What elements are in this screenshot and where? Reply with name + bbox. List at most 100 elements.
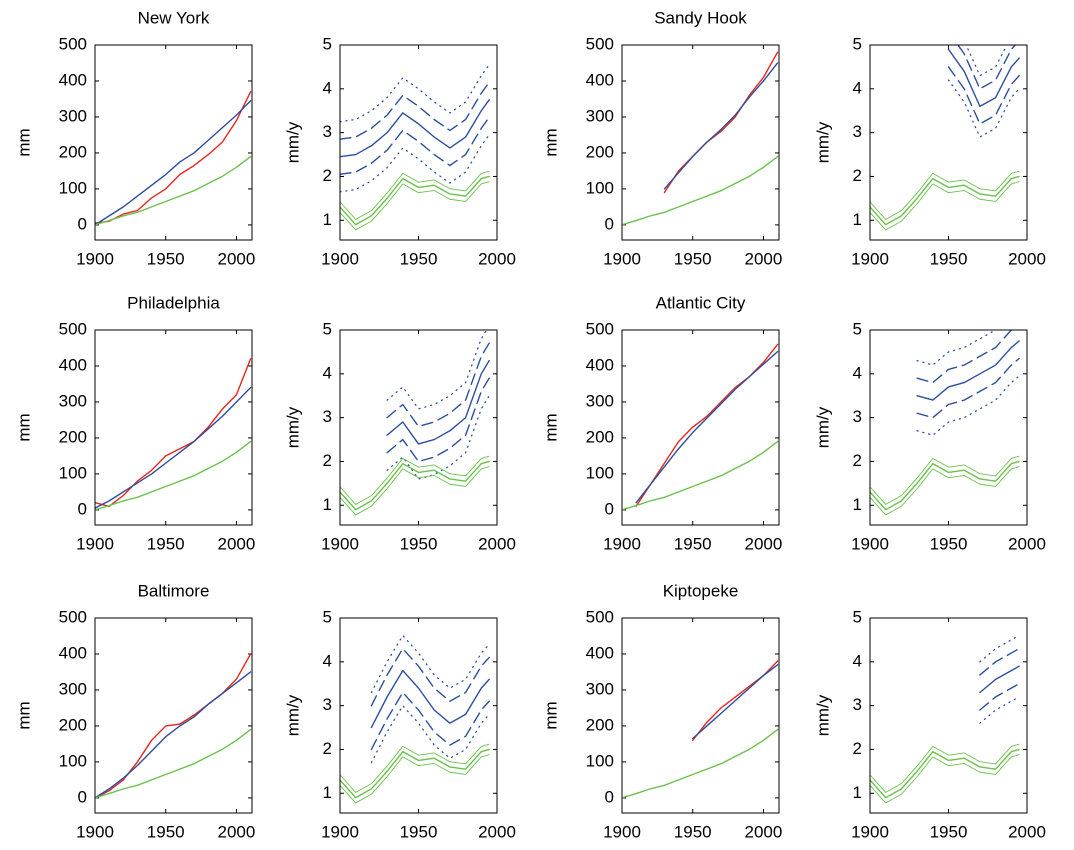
axes-frame xyxy=(339,329,498,526)
plot-area xyxy=(622,343,779,511)
axes-frame xyxy=(339,617,498,814)
series-line xyxy=(870,460,1020,511)
y-tick-label: 500 xyxy=(586,34,614,53)
axes-frame xyxy=(339,44,498,241)
y-tick-label: 2 xyxy=(323,451,332,470)
series-line xyxy=(870,743,1020,793)
series-line xyxy=(870,754,1020,804)
y-axis-label: mm/y xyxy=(283,694,302,736)
x-tick-label: 2000 xyxy=(218,249,256,268)
series-line xyxy=(663,51,779,194)
y-tick-label: 200 xyxy=(586,715,614,734)
y-tick-label: 500 xyxy=(59,607,87,626)
y-axis-label: mm/y xyxy=(813,121,832,163)
x-tick-label: 1950 xyxy=(400,534,438,553)
panel-title: Baltimore xyxy=(138,581,210,600)
y-tick-label: 400 xyxy=(59,643,87,662)
axes-frame xyxy=(94,44,253,241)
series-line xyxy=(870,175,1020,226)
y-tick-label: 100 xyxy=(586,751,614,770)
y-tick-label: 3 xyxy=(323,695,332,714)
x-tick-label: 1950 xyxy=(147,249,185,268)
y-tick-label: 2 xyxy=(853,166,862,185)
series-line xyxy=(947,48,1020,108)
y-tick-label: 300 xyxy=(586,679,614,698)
plot-area xyxy=(340,634,490,804)
x-tick-label: 1900 xyxy=(851,534,889,553)
x-tick-label: 2000 xyxy=(1008,534,1046,553)
y-tick-label: 200 xyxy=(586,427,614,446)
y-axis-label: mm xyxy=(541,413,560,441)
y-tick-label: 200 xyxy=(59,715,87,734)
x-tick-label: 1900 xyxy=(603,249,641,268)
series-line xyxy=(340,170,490,220)
x-tick-label: 1900 xyxy=(321,822,359,841)
y-tick-label: 5 xyxy=(323,607,332,626)
plot-area xyxy=(95,358,252,511)
y-tick-label: 1 xyxy=(323,495,332,514)
x-tick-label: 1900 xyxy=(321,249,359,268)
x-tick-label: 2000 xyxy=(745,822,783,841)
axes-frame xyxy=(621,617,780,814)
y-axis-label: mm xyxy=(541,128,560,156)
y-tick-label: 2 xyxy=(853,739,862,758)
series-line xyxy=(622,440,779,511)
y-tick-label: 300 xyxy=(59,391,87,410)
series-line xyxy=(870,181,1020,231)
x-tick-label: 1900 xyxy=(321,534,359,553)
panel: New York mm 0 100 200 300 400 500 1900 1950 2000 xyxy=(14,8,255,268)
y-tick-label: 200 xyxy=(586,142,614,161)
series-line xyxy=(95,386,252,509)
panel: Kiptopeke mm 0 100 200 300 400 500 1900 1950 2000 xyxy=(541,581,782,841)
y-tick-label: 5 xyxy=(853,34,862,53)
x-tick-label: 2000 xyxy=(478,822,516,841)
series-line xyxy=(340,99,490,158)
panel: mm/y 1 2 3 4 5 1900 1950 2000 xyxy=(813,34,1045,268)
y-tick-label: 0 xyxy=(605,499,614,518)
y-tick-label: 3 xyxy=(853,407,862,426)
plot-area xyxy=(870,330,1020,516)
y-axis-label: mm xyxy=(541,701,560,729)
series-line xyxy=(916,330,1013,384)
plot-area xyxy=(95,653,252,799)
x-tick-label: 1950 xyxy=(147,534,185,553)
x-tick-label: 1950 xyxy=(930,822,968,841)
y-tick-label: 200 xyxy=(59,427,87,446)
y-tick-label: 500 xyxy=(59,319,87,338)
y-tick-label: 4 xyxy=(853,78,862,97)
series-line xyxy=(979,634,1020,663)
x-tick-label: 1950 xyxy=(674,822,712,841)
x-tick-label: 2000 xyxy=(218,822,256,841)
x-tick-label: 1950 xyxy=(147,822,185,841)
panel: Atlantic City mm 0 100 200 300 400 500 1900 1950 2… xyxy=(541,293,782,553)
x-tick-label: 1950 xyxy=(400,822,438,841)
x-tick-label: 1900 xyxy=(76,822,114,841)
y-axis-label: mm xyxy=(14,128,33,156)
panel: mm/y 1 2 3 4 5 1900 1950 2000 xyxy=(813,607,1045,841)
series-line xyxy=(979,647,1020,676)
y-tick-label: 2 xyxy=(323,166,332,185)
panel-title: Philadelphia xyxy=(127,293,220,312)
y-tick-label: 4 xyxy=(323,651,332,670)
y-tick-label: 200 xyxy=(59,142,87,161)
series-line xyxy=(386,330,488,410)
series-line xyxy=(340,134,490,193)
y-axis-label: mm/y xyxy=(283,121,302,163)
series-line xyxy=(370,647,490,707)
y-tick-label: 1 xyxy=(853,783,862,802)
axes-frame xyxy=(869,617,1028,814)
x-tick-label: 2000 xyxy=(218,534,256,553)
panel: mm/y 1 2 3 4 5 1900 1950 2000 xyxy=(813,319,1046,553)
series-line xyxy=(870,748,1020,799)
plot-area xyxy=(622,51,779,226)
panel-title: Sandy Hook xyxy=(654,8,747,27)
series-line xyxy=(870,466,1020,516)
axes-frame xyxy=(869,329,1028,526)
series-line xyxy=(340,116,490,175)
series-line xyxy=(979,665,1020,694)
axes-frame xyxy=(621,329,780,526)
series-line xyxy=(916,375,1020,436)
series-line xyxy=(622,155,779,226)
series-line xyxy=(979,696,1020,724)
